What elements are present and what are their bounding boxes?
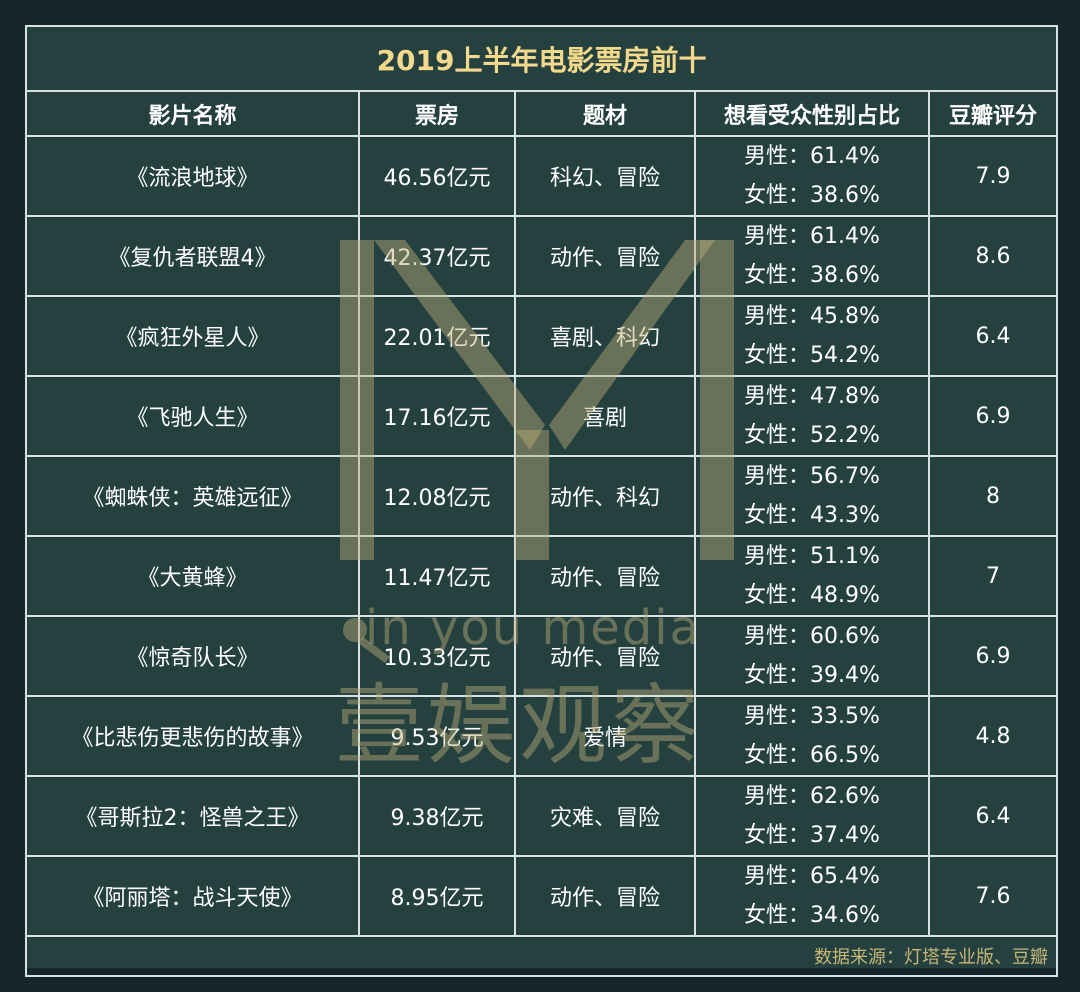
genre: 爱情 [514,695,696,777]
film-name: 《流浪地球》 [25,135,360,217]
gender-ratio: 男性：61.4% 女性：38.6% [694,215,930,297]
box-office: 46.56亿元 [358,135,516,217]
source-note: 数据来源：灯塔专业版、豆瓣 [24,935,1059,977]
genre: 喜剧 [514,375,696,457]
film-name: 《疯狂外星人》 [25,295,360,377]
female-ratio: 女性：43.3% [744,503,880,528]
header-cell: 影片名称 [25,90,360,137]
genre: 动作、冒险 [514,855,696,937]
male-ratio: 男性：33.5% [744,704,880,729]
female-ratio: 女性：37.4% [744,823,880,848]
female-ratio: 女性：52.2% [744,423,880,448]
douban-score: 4.8 [927,695,1059,777]
douban-score: 8.6 [927,215,1059,297]
female-ratio: 女性：39.4% [744,663,880,688]
box-office: 17.16亿元 [358,375,516,457]
male-ratio: 男性：47.8% [744,384,880,409]
data-row: 《疯狂外星人》 22.01亿元 喜剧、科幻 男性：45.8% 女性：54.2% 6.4 [25,295,1059,377]
genre: 动作、科幻 [514,455,696,537]
gender-ratio: 男性：33.5% 女性：66.5% [694,695,930,777]
female-ratio: 女性：48.9% [744,583,880,608]
header-cell: 想看受众性别占比 [694,90,930,137]
data-row: 《阿丽塔：战斗天使》 8.95亿元 动作、冒险 男性：65.4% 女性：34.6% 7.6 [25,855,1059,937]
genre: 动作、冒险 [514,615,696,697]
film-name: 《复仇者联盟4》 [25,215,360,297]
data-row: 《流浪地球》 46.56亿元 科幻、冒险 男性：61.4% 女性：38.6% 7.9 [25,135,1059,217]
box-office: 11.47亿元 [358,535,516,617]
douban-score: 7.9 [927,135,1059,217]
male-ratio: 男性：56.7% [744,464,880,489]
gender-ratio: 男性：56.7% 女性：43.3% [694,455,930,537]
box-office-table: 2019上半年电影票房前十 影片名称 票房 题材 想看受众性别占比 豆瓣评分 《流浪地球… [24,25,1059,977]
douban-score: 6.9 [927,375,1059,457]
box-office: 22.01亿元 [358,295,516,377]
male-ratio: 男性：60.6% [744,624,880,649]
female-ratio: 女性：34.6% [744,903,880,928]
gender-ratio: 男性：61.4% 女性：38.6% [694,135,930,217]
box-office: 9.38亿元 [358,775,516,857]
male-ratio: 男性：65.4% [744,864,880,889]
film-name: 《飞驰人生》 [25,375,360,457]
genre: 动作、冒险 [514,535,696,617]
male-ratio: 男性：61.4% [744,224,880,249]
box-office: 9.53亿元 [358,695,516,777]
male-ratio: 男性：62.6% [744,784,880,809]
box-office: 42.37亿元 [358,215,516,297]
table-title: 2019上半年电影票房前十 [24,25,1059,92]
header-row: 影片名称 票房 题材 想看受众性别占比 豆瓣评分 [25,90,1059,137]
header-cell: 票房 [358,90,516,137]
data-row: 《惊奇队长》 10.33亿元 动作、冒险 男性：60.6% 女性：39.4% 6.9 [25,615,1059,697]
data-row: 《大黄蜂》 11.47亿元 动作、冒险 男性：51.1% 女性：48.9% 7 [25,535,1059,617]
box-office: 8.95亿元 [358,855,516,937]
douban-score: 6.4 [927,775,1059,857]
table-frame: 2019上半年电影票房前十 影片名称 票房 题材 想看受众性别占比 豆瓣评分 《流浪地球… [24,25,1059,977]
header-cell: 题材 [514,90,696,137]
data-row: 《比悲伤更悲伤的故事》 9.53亿元 爱情 男性：33.5% 女性：66.5% 4.8 [25,695,1059,777]
genre: 科幻、冒险 [514,135,696,217]
douban-score: 7.6 [927,855,1059,937]
genre: 动作、冒险 [514,215,696,297]
data-row: 《蜘蛛侠：英雄远征》 12.08亿元 动作、科幻 男性：56.7% 女性：43.3% 8 [25,455,1059,537]
male-ratio: 男性：51.1% [744,544,880,569]
film-name: 《比悲伤更悲伤的故事》 [25,695,360,777]
gender-ratio: 男性：47.8% 女性：52.2% [694,375,930,457]
douban-score: 6.9 [927,615,1059,697]
female-ratio: 女性：54.2% [744,343,880,368]
gender-ratio: 男性：45.8% 女性：54.2% [694,295,930,377]
film-name: 《哥斯拉2：怪兽之王》 [25,775,360,857]
male-ratio: 男性：45.8% [744,304,880,329]
film-name: 《蜘蛛侠：英雄远征》 [25,455,360,537]
film-name: 《大黄蜂》 [25,535,360,617]
table-body: 2019上半年电影票房前十 影片名称 票房 题材 想看受众性别占比 豆瓣评分 《流浪地球… [24,25,1059,977]
douban-score: 8 [927,455,1059,537]
film-name: 《阿丽塔：战斗天使》 [25,855,360,937]
genre: 喜剧、科幻 [514,295,696,377]
box-office: 12.08亿元 [358,455,516,537]
header-cell: 豆瓣评分 [927,90,1059,137]
male-ratio: 男性：61.4% [744,144,880,169]
box-office: 10.33亿元 [358,615,516,697]
female-ratio: 女性：66.5% [744,743,880,768]
female-ratio: 女性：38.6% [744,183,880,208]
douban-score: 6.4 [927,295,1059,377]
douban-score: 7 [927,535,1059,617]
data-row: 《哥斯拉2：怪兽之王》 9.38亿元 灾难、冒险 男性：62.6% 女性：37.4% 6.… [25,775,1059,857]
data-row: 《复仇者联盟4》 42.37亿元 动作、冒险 男性：61.4% 女性：38.6% 8.6 [25,215,1059,297]
gender-ratio: 男性：51.1% 女性：48.9% [694,535,930,617]
title-row: 2019上半年电影票房前十 [24,25,1059,92]
film-name: 《惊奇队长》 [25,615,360,697]
gender-ratio: 男性：62.6% 女性：37.4% [694,775,930,857]
gender-ratio: 男性：60.6% 女性：39.4% [694,615,930,697]
data-row: 《飞驰人生》 17.16亿元 喜剧 男性：47.8% 女性：52.2% 6.9 [25,375,1059,457]
footer-row: 数据来源：灯塔专业版、豆瓣 [24,935,1059,977]
gender-ratio: 男性：65.4% 女性：34.6% [694,855,930,937]
genre: 灾难、冒险 [514,775,696,857]
female-ratio: 女性：38.6% [744,263,880,288]
